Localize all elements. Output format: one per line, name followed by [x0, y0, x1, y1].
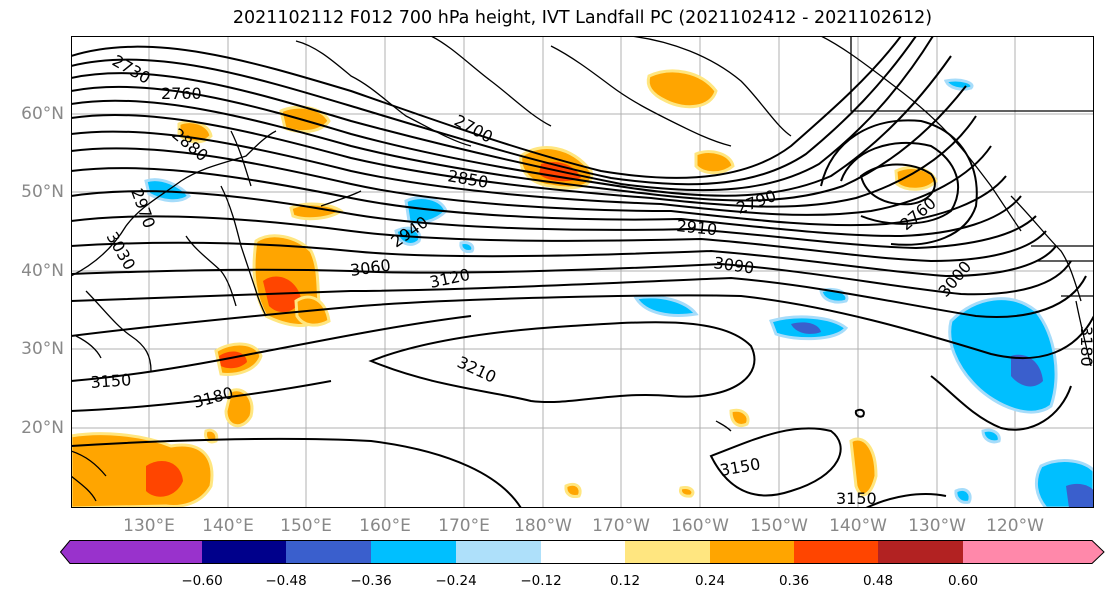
lon-label-170e: 170°E	[438, 516, 490, 536]
lon-label-160w: 160°W	[671, 516, 729, 536]
contour-label-3150-southeast: 3150	[836, 489, 877, 508]
lon-label-140w: 140°W	[829, 516, 887, 536]
contour-label-2760-west: 2760	[161, 84, 202, 103]
colorbar-segment	[456, 540, 541, 564]
map-canvas: 2730 2760 2880 2970 3030 2700 2850 2940 …	[71, 36, 1094, 508]
colorbar-tick: 0.24	[694, 573, 726, 589]
colorbar-segment	[794, 540, 878, 564]
lat-label-50n: 50°N	[21, 182, 64, 202]
ivt-positive-shading	[71, 69, 938, 508]
colorbar-tick: −0.48	[265, 573, 307, 589]
lon-label-150e: 150°E	[280, 516, 332, 536]
contour-label-3180-east: 3180	[1077, 326, 1094, 367]
colorbar-extend-min	[60, 540, 202, 564]
lat-label-60n: 60°N	[21, 104, 64, 124]
colorbar-segment	[202, 540, 286, 564]
lon-label-140e: 140°E	[202, 516, 254, 536]
colorbar-segment	[286, 540, 371, 564]
map-panel: 2730 2760 2880 2970 3030 2700 2850 2940 …	[71, 36, 1094, 508]
contour-label-3150-west: 3150	[90, 370, 132, 392]
colorbar-tick: −0.12	[520, 573, 562, 589]
colorbar-segment	[541, 540, 625, 564]
colorbar-tick: −0.24	[435, 573, 477, 589]
lon-label-150w: 150°W	[750, 516, 808, 536]
lon-label-160e: 160°E	[359, 516, 411, 536]
colorbar-tick: −0.36	[350, 573, 392, 589]
colorbar-segment	[878, 540, 963, 564]
lat-label-40n: 40°N	[21, 261, 64, 281]
lat-label-30n: 30°N	[21, 339, 64, 359]
colorbar-outline	[60, 540, 1105, 564]
lon-label-120w: 120°W	[986, 516, 1044, 536]
chart-title: 2021102112 F012 700 hPa height, IVT Land…	[232, 8, 933, 28]
coastlines	[71, 36, 1094, 502]
map-frame	[71, 36, 1094, 508]
colorbar-tick: −0.60	[181, 573, 223, 589]
contour-label-2910: 2910	[676, 216, 718, 239]
lon-label-180w: 180°W	[514, 516, 572, 536]
map-background	[71, 36, 1094, 508]
lon-label-170w: 170°W	[592, 516, 650, 536]
colorbar-tick: 0.48	[862, 573, 894, 589]
colorbar-segment	[625, 540, 710, 564]
lon-label-130w: 130°W	[908, 516, 966, 536]
colorbar-segment	[710, 540, 794, 564]
colorbar-extend-max	[963, 540, 1104, 564]
lon-label-130e: 130°E	[123, 516, 175, 536]
colorbar-segment	[371, 540, 456, 564]
colorbar	[60, 540, 1105, 564]
colorbar-tick: 0.60	[947, 573, 979, 589]
lat-label-20n: 20°N	[21, 418, 64, 438]
colorbar-tick: 0.12	[609, 573, 641, 589]
height-contours	[71, 36, 1094, 508]
colorbar-tick: 0.36	[778, 573, 810, 589]
graticule	[71, 36, 1094, 508]
